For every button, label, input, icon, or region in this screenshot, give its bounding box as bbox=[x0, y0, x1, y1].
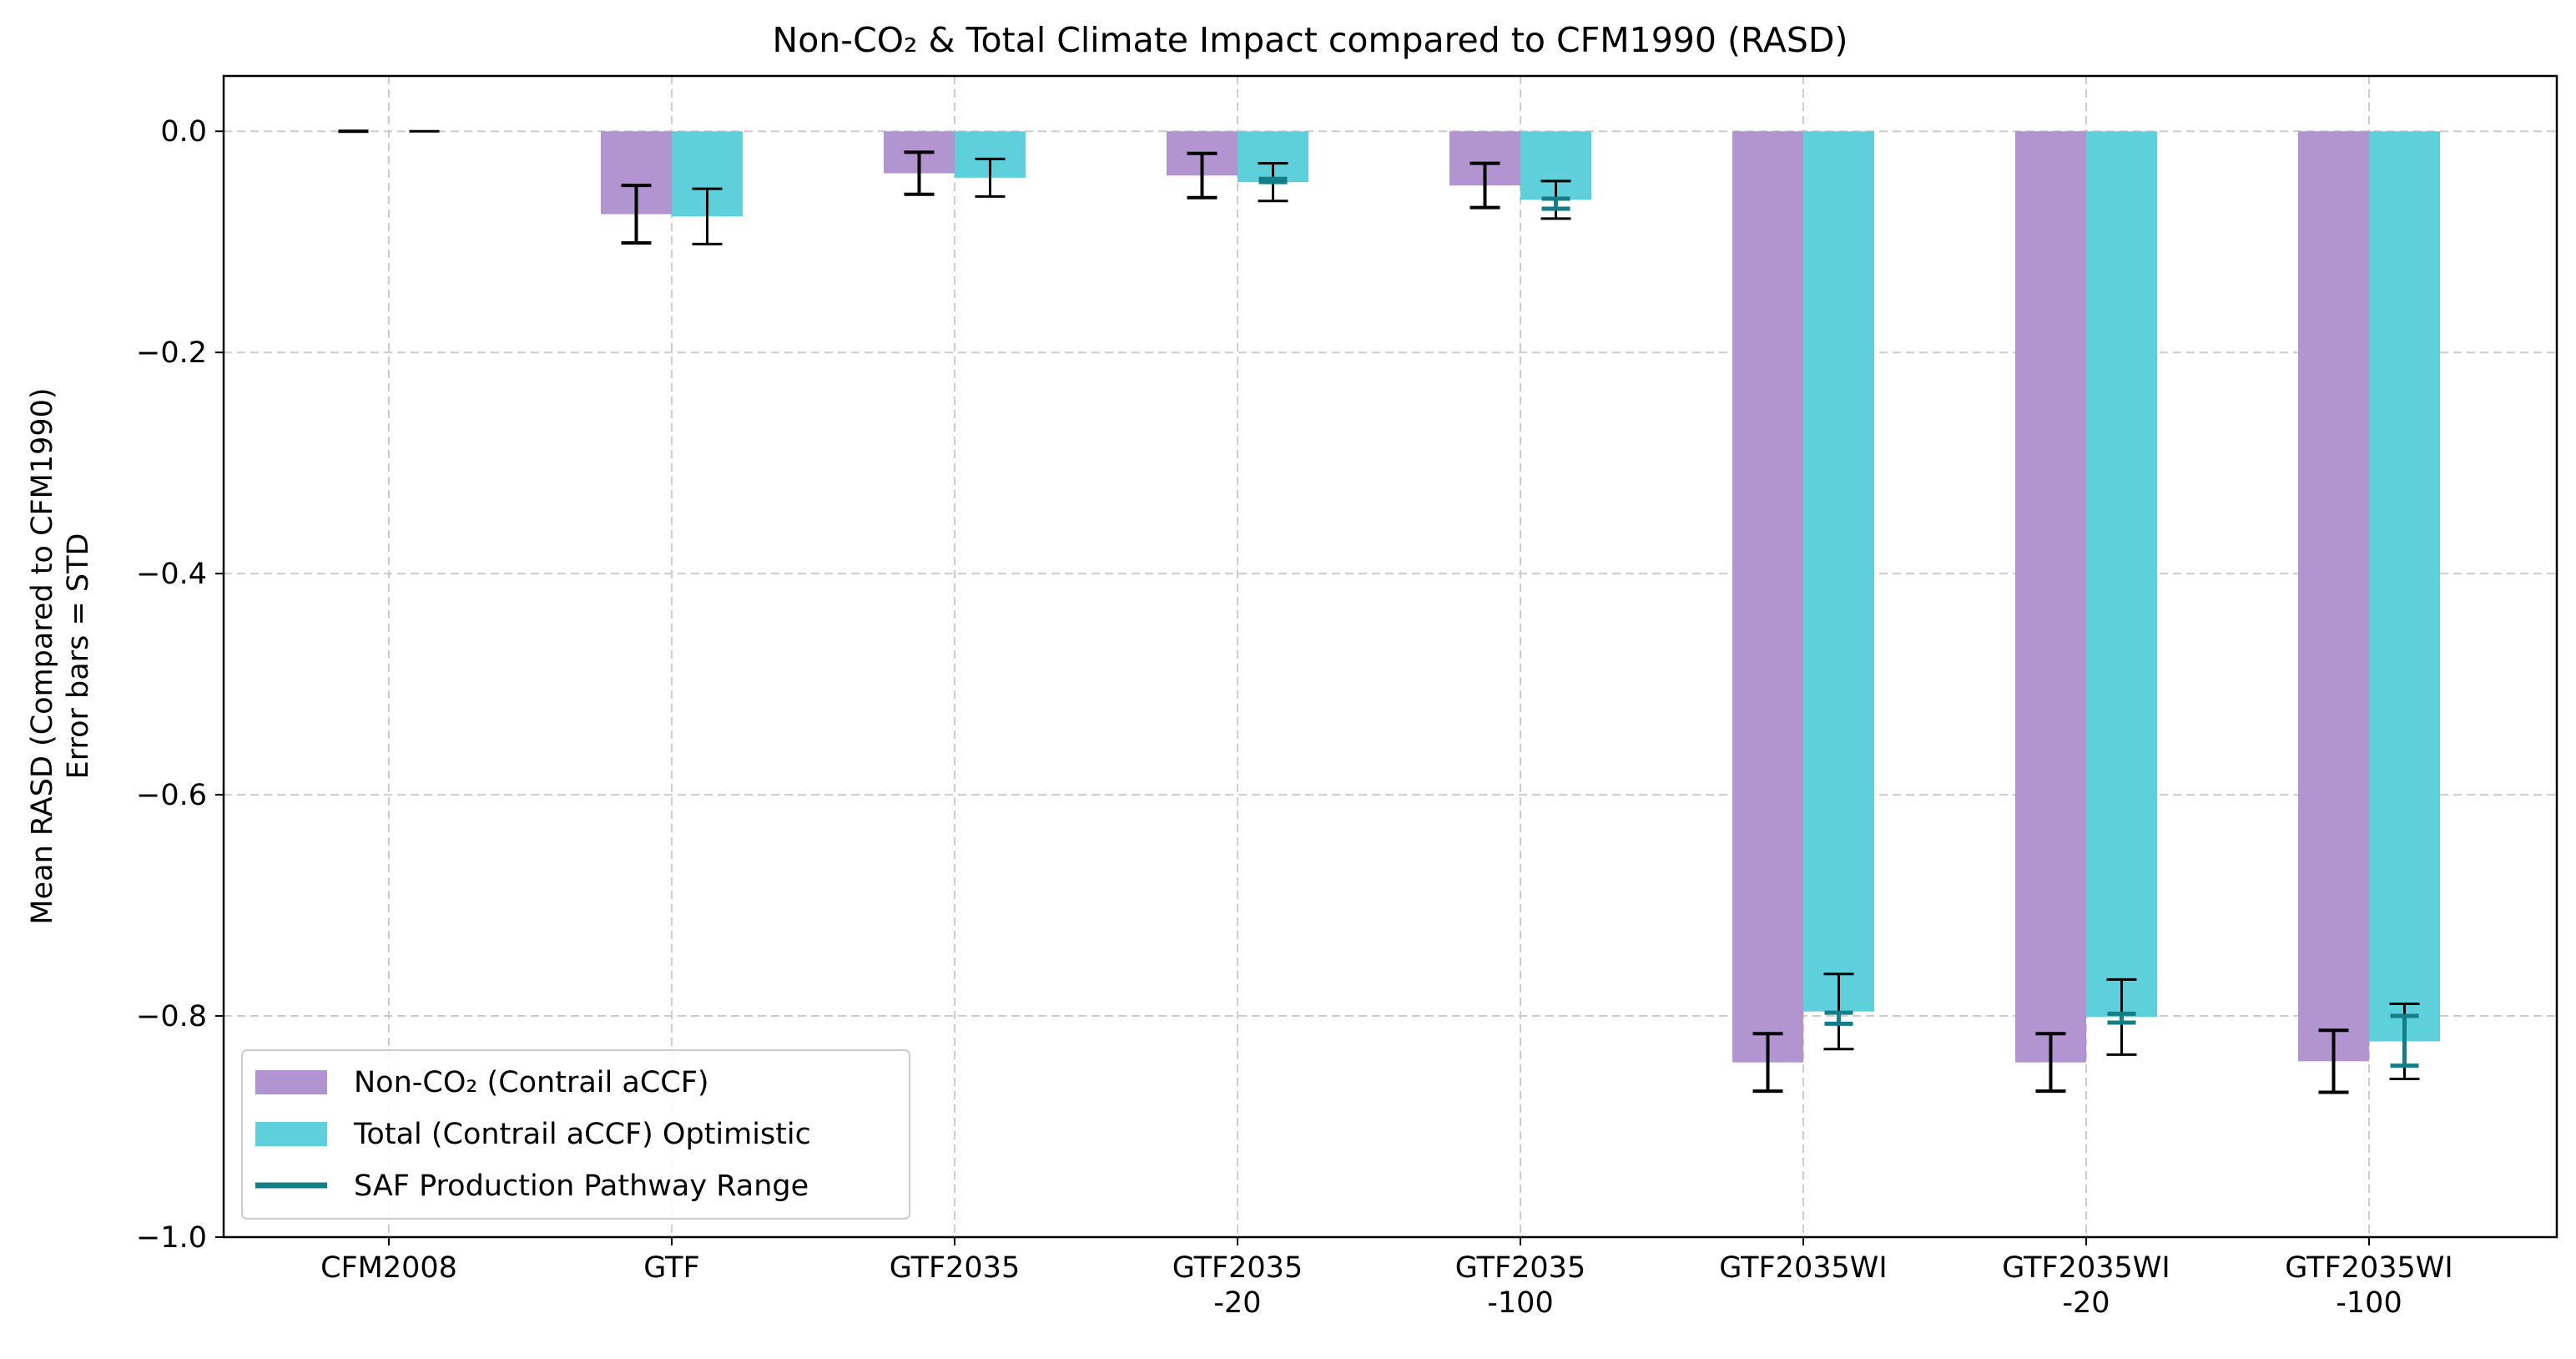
y-tick-label: 0.0 bbox=[160, 115, 207, 149]
y-tick-label: −0.8 bbox=[136, 1000, 207, 1033]
y-axis: 0.0 −0.2 −0.4 −0.6 −0.8 −1.0 bbox=[136, 115, 224, 1255]
bar-series1 bbox=[2015, 131, 2086, 1063]
y-axis-label-line-2: Error bars = STD bbox=[62, 533, 95, 780]
legend-box bbox=[241, 1049, 910, 1220]
bar-series1 bbox=[2298, 131, 2369, 1062]
y-tick-label: −0.6 bbox=[136, 779, 207, 812]
legend-label: SAF Production Pathway Range bbox=[354, 1170, 809, 1203]
y-axis-label-line-1: Mean RASD (Compared to CFM1990) bbox=[26, 387, 59, 924]
x-tick-label: GTF2035WI bbox=[1719, 1251, 1887, 1285]
y-tick-label: −1.0 bbox=[136, 1221, 207, 1255]
x-axis: CFM2008 GTF GTF2035 GTF2035-20GTF2035-100GT… bbox=[320, 1237, 2453, 1320]
x-tick-label: GTF2035 bbox=[1455, 1251, 1585, 1285]
legend-swatch bbox=[255, 1070, 327, 1094]
x-tick-label: GTF bbox=[643, 1251, 699, 1285]
x-tick-label: GTF2035WI bbox=[2002, 1251, 2170, 1285]
bars-layer bbox=[601, 131, 2440, 1063]
y-tick-label: −0.2 bbox=[136, 336, 207, 370]
bar-series2 bbox=[2369, 131, 2440, 1042]
legend-label: Total (Contrail aCCF) Optimistic bbox=[353, 1118, 811, 1151]
x-tick-label: -100 bbox=[1487, 1286, 1553, 1320]
legend-label: Non-CO₂ (Contrail aCCF) bbox=[354, 1066, 709, 1099]
x-tick-label: -20 bbox=[1213, 1286, 1261, 1320]
x-tick-label: CFM2008 bbox=[320, 1251, 457, 1285]
bar-series2 bbox=[2086, 131, 2157, 1018]
saf-range-layer bbox=[1258, 176, 2419, 1069]
plot-frame bbox=[222, 74, 2558, 1239]
legend: Non-CO₂ (Contrail aCCF) Total (Contrail a… bbox=[241, 1049, 910, 1220]
y-tick-label: −0.4 bbox=[136, 558, 207, 591]
x-tick-label: GTF2035 bbox=[890, 1251, 1020, 1285]
bar-series2 bbox=[1803, 131, 1874, 1012]
chart-title: Non-CO₂ & Total Climate Impact compared … bbox=[773, 20, 1848, 60]
x-tick-label: GTF2035 bbox=[1172, 1251, 1303, 1285]
x-tick-label: GTF2035WI bbox=[2285, 1251, 2452, 1285]
x-tick-label: -100 bbox=[2336, 1286, 2402, 1320]
x-tick-label: -20 bbox=[2062, 1286, 2110, 1320]
bar-series1 bbox=[1732, 131, 1803, 1063]
legend-swatch bbox=[255, 1122, 327, 1146]
grid-layer bbox=[224, 76, 2557, 1238]
y-axis-label: Mean RASD (Compared to CFM1990) Error ba… bbox=[26, 387, 95, 924]
